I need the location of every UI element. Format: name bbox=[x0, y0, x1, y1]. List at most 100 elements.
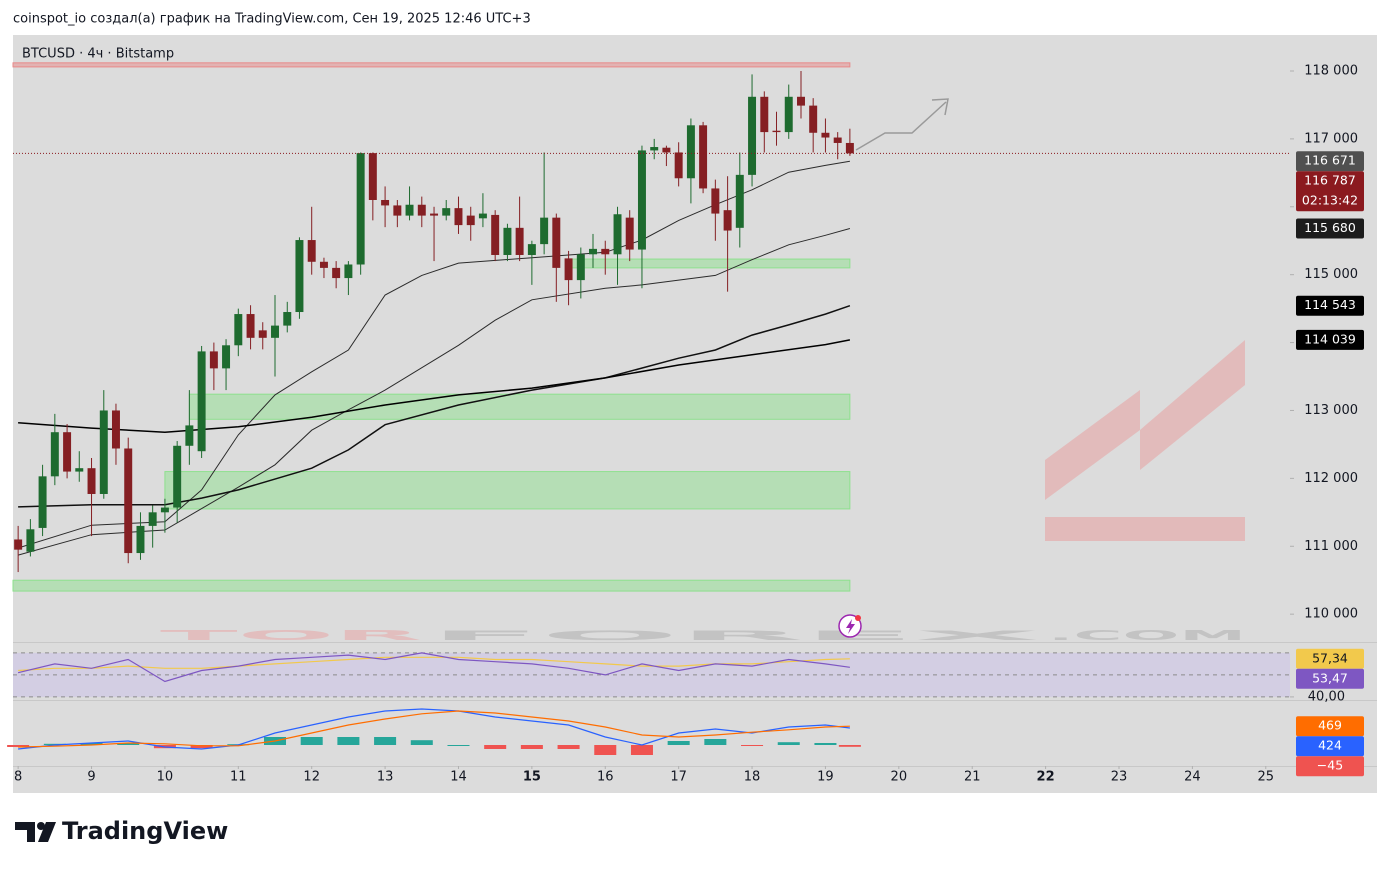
histogram-bar bbox=[557, 745, 580, 749]
y-tick-label: 112 000 bbox=[1304, 471, 1358, 486]
x-tick-label: 12 bbox=[303, 770, 320, 785]
candle-body bbox=[527, 244, 536, 255]
candle-body bbox=[515, 227, 524, 255]
price-label: 116 671 bbox=[1304, 153, 1356, 168]
price-label-box bbox=[1296, 171, 1364, 212]
watermark-text: .COM bbox=[1048, 629, 1246, 644]
brand-logo: TradingView bbox=[15, 817, 228, 845]
price-label: 114 039 bbox=[1304, 331, 1356, 346]
histogram-bar bbox=[667, 741, 690, 745]
logo-mark bbox=[37, 822, 45, 830]
candle-body bbox=[319, 261, 328, 268]
candle-body bbox=[833, 137, 842, 143]
macd-line bbox=[18, 708, 850, 750]
price-label: 114 543 bbox=[1304, 297, 1356, 312]
price-label-box bbox=[1296, 756, 1364, 777]
price-label-box bbox=[1296, 295, 1364, 316]
watermark-text: TOR bbox=[160, 629, 422, 644]
zone bbox=[12, 579, 851, 592]
x-tick-label: 24 bbox=[1184, 770, 1201, 785]
x-tick-label: 19 bbox=[817, 770, 834, 785]
histogram-bar bbox=[117, 743, 140, 745]
candle-body bbox=[173, 445, 182, 508]
candle-body bbox=[368, 153, 377, 200]
y-tick-label: 110 000 bbox=[1304, 607, 1358, 622]
candle-body bbox=[87, 468, 96, 494]
watermark-logo-bar bbox=[1045, 517, 1245, 541]
candle-body bbox=[99, 410, 108, 494]
price-label-box bbox=[1296, 736, 1364, 757]
x-tick-label: 22 bbox=[1037, 770, 1055, 785]
histogram-bar bbox=[777, 742, 800, 745]
candle-body bbox=[625, 217, 634, 250]
histogram-bar bbox=[190, 745, 213, 749]
candle-body bbox=[711, 188, 720, 214]
candle-body bbox=[50, 432, 59, 477]
histogram-bar bbox=[630, 745, 653, 755]
x-tick-label: 11 bbox=[230, 770, 247, 785]
candle-body bbox=[760, 96, 769, 133]
candle-body bbox=[14, 539, 23, 550]
candle-body bbox=[748, 96, 757, 175]
arrow-head bbox=[931, 98, 949, 116]
y-tick-label: 118 000 bbox=[1304, 63, 1358, 78]
histogram-bar bbox=[337, 737, 360, 745]
price-label: 57,34 bbox=[1312, 650, 1348, 665]
y-tick-label: 115 000 bbox=[1304, 267, 1358, 282]
x-tick-label: 25 bbox=[1258, 770, 1275, 785]
rsi-band bbox=[13, 652, 1290, 697]
candle-body bbox=[332, 267, 341, 279]
indicator-line bbox=[17, 652, 850, 683]
candle-body bbox=[185, 425, 194, 446]
logo-mark bbox=[38, 822, 56, 842]
price-label-box bbox=[1296, 668, 1364, 689]
price-label: 53,47 bbox=[1312, 670, 1348, 685]
moving-average bbox=[18, 304, 851, 508]
price-label: 469 bbox=[1318, 718, 1342, 733]
histogram-bar bbox=[814, 743, 837, 745]
candle-body bbox=[723, 210, 732, 231]
zone bbox=[164, 471, 851, 510]
candle-body bbox=[589, 248, 597, 255]
candle-body bbox=[405, 204, 414, 216]
candle-body bbox=[393, 205, 402, 216]
candle-body bbox=[674, 152, 683, 179]
candle-body bbox=[601, 248, 610, 255]
price-label: 115 680 bbox=[1304, 220, 1356, 235]
y-tick-label: 40,00 bbox=[1308, 689, 1345, 704]
candle-body bbox=[699, 125, 708, 189]
candle-body bbox=[845, 142, 854, 154]
candle-body bbox=[478, 213, 487, 219]
histogram-bar bbox=[704, 739, 727, 745]
alert-icon[interactable] bbox=[838, 614, 862, 638]
zone bbox=[188, 393, 851, 420]
macd-line bbox=[18, 710, 850, 748]
price-label-box bbox=[1296, 716, 1364, 737]
candle-body bbox=[124, 448, 133, 554]
y-tick-label: 113 000 bbox=[1304, 403, 1358, 418]
logo-mark bbox=[15, 822, 35, 842]
moving-average bbox=[17, 228, 851, 556]
x-tick-label: 15 bbox=[523, 770, 541, 785]
candle-body bbox=[283, 312, 292, 326]
zone bbox=[12, 62, 851, 68]
histogram-bar bbox=[741, 745, 764, 746]
candle-body bbox=[307, 240, 316, 262]
x-tick-label: 8 bbox=[14, 770, 22, 785]
price-label: 424 bbox=[1318, 738, 1342, 753]
candle-body bbox=[613, 214, 622, 255]
x-tick-label: 16 bbox=[597, 770, 614, 785]
candle-body bbox=[344, 264, 353, 279]
candle-body bbox=[75, 468, 84, 472]
histogram-bar bbox=[80, 743, 103, 745]
x-tick-label: 21 bbox=[964, 770, 981, 785]
candle-body bbox=[356, 153, 365, 265]
x-tick-label: 13 bbox=[377, 770, 394, 785]
watermark: TOR FOREX .COM bbox=[160, 340, 1246, 644]
x-tick-label: 14 bbox=[450, 770, 467, 785]
zone bbox=[568, 258, 851, 269]
candle-body bbox=[564, 258, 573, 281]
candle-body bbox=[576, 254, 585, 281]
candle-body bbox=[540, 217, 549, 245]
